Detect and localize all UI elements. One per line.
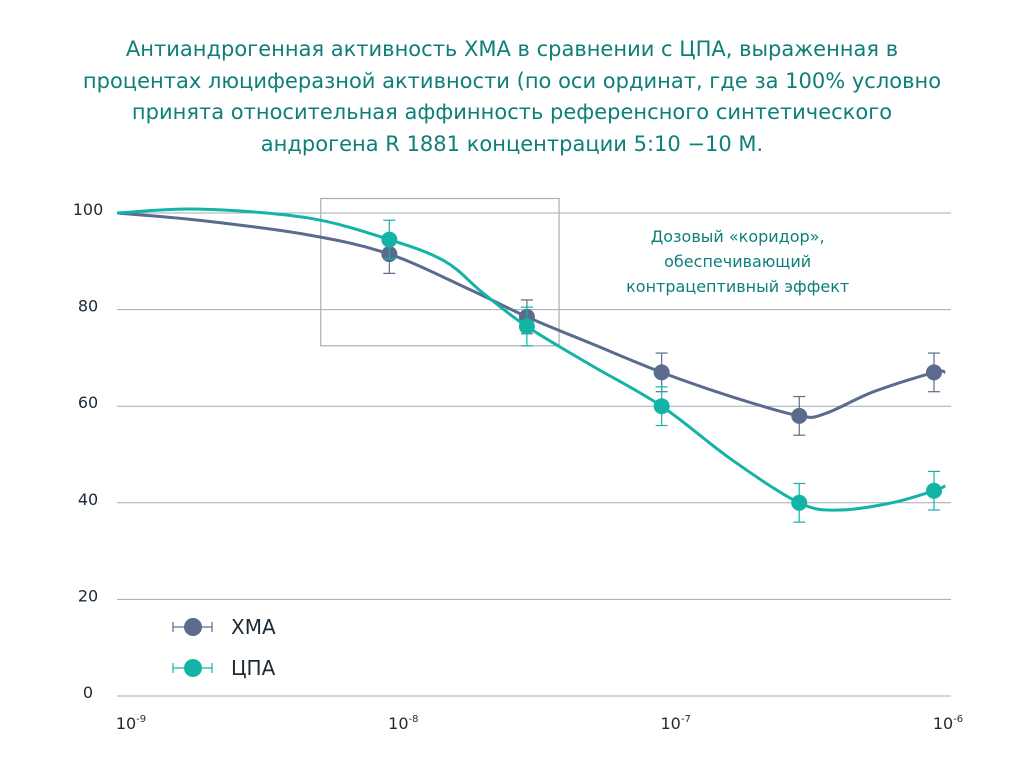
- title-line-3: принята относительная аффинность референ…: [131, 100, 893, 124]
- chart-title: Антиандрогенная активность ХМА в сравнен…: [62, 34, 962, 160]
- y-tick-label-20: 20: [78, 586, 98, 605]
- data-point-0-3: [791, 407, 808, 424]
- dose-corridor-annotation: Дозовый «коридор», обеспечивающий контраце…: [626, 227, 849, 296]
- data-point-0-2: [653, 364, 670, 381]
- y-tick-label-100: 100: [73, 200, 104, 219]
- y-tick-label-60: 60: [78, 393, 98, 412]
- dose-corridor-box: [320, 197, 560, 347]
- legend-label-0: ХМА: [231, 615, 276, 639]
- data-point-1-2: [653, 398, 670, 415]
- data-point-0-4: [926, 364, 942, 381]
- x-tick-label-1: 10-8: [388, 714, 418, 733]
- y-axis-ticks: 0 20 40 60 80 100: [73, 200, 104, 702]
- legend-marker-0: [184, 618, 202, 636]
- data-point-1-1: [518, 318, 535, 335]
- title-line-4: андрогена R 1881 концентрации 5:10 −10 М…: [260, 131, 764, 156]
- series-line-1: [116, 207, 946, 512]
- legend-label-1: ЦПА: [231, 656, 276, 680]
- legend-marker-1: [184, 659, 202, 677]
- y-tick-label-40: 40: [78, 490, 98, 509]
- legend: ХМА ЦПА: [172, 615, 276, 680]
- data-point-1-3: [791, 494, 808, 511]
- title-line-2: процентах люциферазной активности (по ос…: [82, 68, 942, 93]
- y-tick-label-0: 0: [83, 683, 93, 702]
- x-tick-label-0: 10-9: [116, 714, 146, 733]
- series-line-0: [116, 211, 946, 419]
- series-layer: [116, 207, 946, 523]
- x-tick-label-3: 10-6: [933, 714, 963, 733]
- y-tick-label-80: 80: [78, 297, 98, 316]
- data-point-1-0: [381, 231, 398, 248]
- gridlines: [117, 212, 951, 697]
- data-point-1-4: [926, 482, 942, 499]
- title-line-1: Антиандрогенная активность ХМА в сравнен…: [125, 37, 899, 61]
- x-axis-ticks: 10-9 10-8 10-7 10-6: [116, 714, 963, 733]
- x-tick-label-2: 10-7: [660, 714, 690, 733]
